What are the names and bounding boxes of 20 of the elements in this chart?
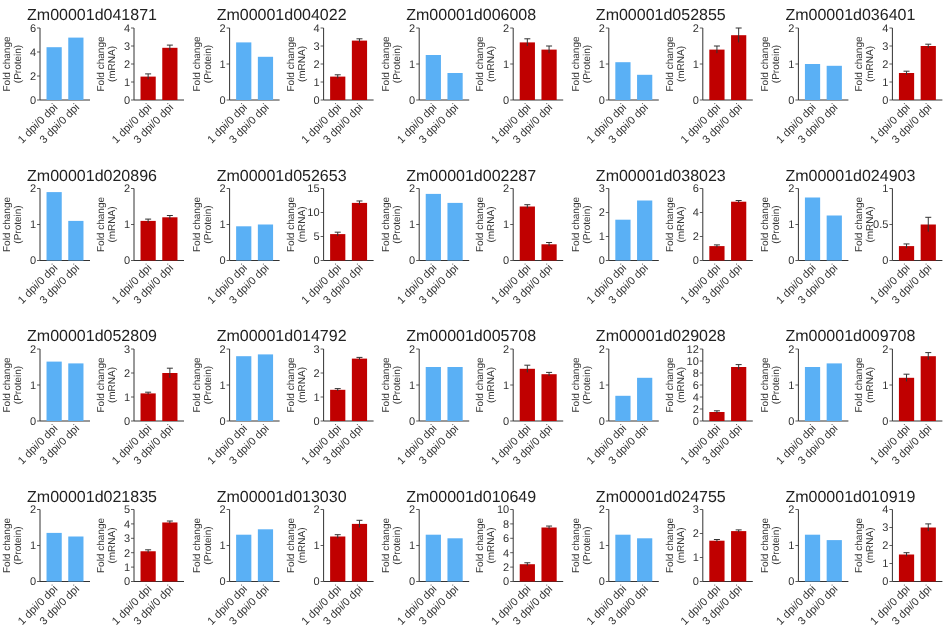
chart-title: Zm00001d021835 [27, 487, 159, 506]
chart-title: Zm00001d038023 [595, 166, 727, 185]
chart-title: Zm00001d036401 [785, 6, 917, 24]
chart-title: Zm00001d013030 [216, 487, 348, 506]
chart-title: Zm00001d014792 [216, 327, 348, 345]
chart-title: Zm00001d041871 [27, 6, 159, 24]
chart-title: Zm00001d020896 [27, 166, 159, 185]
chart-title: Zm00001d052809 [27, 327, 159, 345]
chart-title: Zm00001d052653 [216, 166, 348, 185]
chart-title: Zm00001d029028 [595, 327, 727, 345]
chart-title: Zm00001d024755 [595, 487, 727, 506]
chart-title: Zm00001d009708 [785, 327, 917, 345]
chart-title: Zm00001d005708 [406, 327, 538, 345]
chart-title: Zm00001d002287 [406, 166, 538, 185]
chart-title: Zm00001d024903 [785, 166, 917, 185]
chart-title: Zm00001d010919 [785, 487, 917, 506]
chart-title: Zm00001d004022 [216, 6, 348, 24]
chart-title: Zm00001d010649 [406, 487, 538, 506]
chart-title: Zm00001d006008 [406, 6, 538, 24]
chart-title: Zm00001d052855 [595, 6, 727, 24]
